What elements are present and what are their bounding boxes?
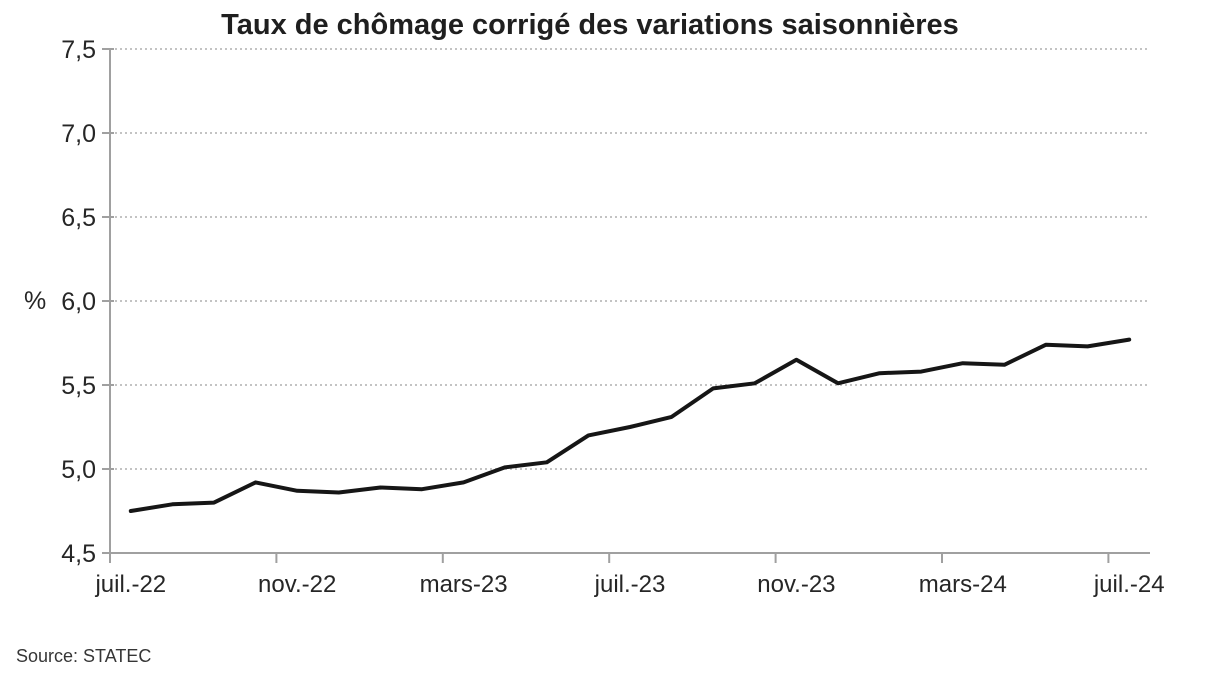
y-tick-label: 5,5 xyxy=(61,372,96,400)
y-tick-label: 4,5 xyxy=(61,540,96,568)
source-note: Source: STATEC xyxy=(16,646,152,666)
x-tick-label: juil.-23 xyxy=(594,571,666,598)
x-tick-label: nov.-23 xyxy=(757,571,835,598)
x-tick-label: mars-24 xyxy=(919,571,1007,598)
x-tick-label: mars-23 xyxy=(420,571,508,598)
y-tick-label: 5,0 xyxy=(61,456,96,484)
x-tick-label: juil.-22 xyxy=(94,571,166,598)
chart-title: Taux de chômage corrigé des variations s… xyxy=(221,9,959,41)
y-tick-label: 7,0 xyxy=(61,120,96,148)
x-tick-label: nov.-22 xyxy=(258,571,336,598)
y-tick-label: 6,5 xyxy=(61,204,96,232)
y-tick-label: 6,0 xyxy=(61,288,96,316)
x-tick-label: juil.-24 xyxy=(1093,571,1165,598)
y-tick-label: 7,5 xyxy=(61,36,96,64)
y-axis-unit-label: % xyxy=(24,287,47,315)
unemployment-rate-line xyxy=(128,337,1132,513)
